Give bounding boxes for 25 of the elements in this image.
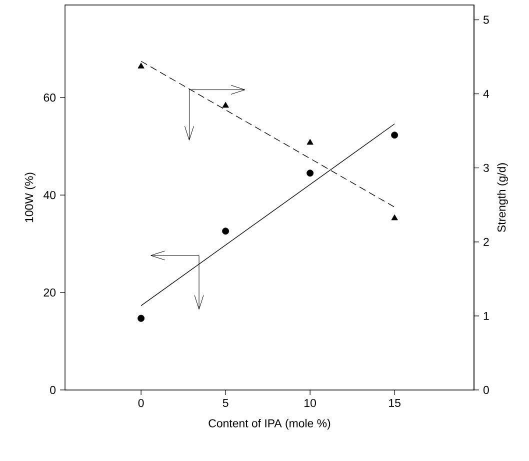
y2-axis-title: Strength (g/d) (497, 163, 508, 232)
x-tick-label: 0 (138, 398, 144, 408)
y2-tick-label: 5 (483, 16, 489, 24)
point (222, 102, 229, 108)
y-tick-label: 60 (44, 94, 56, 102)
point (391, 132, 398, 139)
point (138, 314, 145, 322)
x-axis-title: Content of IPA (mole %) (208, 418, 330, 430)
y-tick-label: 20 (44, 288, 56, 297)
x-tick-label: 15 (389, 398, 400, 407)
point (138, 62, 144, 68)
y2-tick-label: 3 (483, 164, 489, 172)
x-tick-label: 5 (222, 398, 228, 407)
x-tick-label: 10 (304, 398, 316, 408)
y-tick-label: 40 (44, 190, 56, 200)
point (306, 170, 314, 177)
point (306, 138, 314, 145)
y2-tick-label: 2 (484, 238, 489, 246)
y2-tick-label: 4 (483, 90, 490, 98)
y-axis-title: 100W (%) (24, 172, 36, 222)
y2-tick-label: 0 (483, 386, 489, 394)
point (391, 214, 398, 220)
point (222, 228, 230, 235)
y-tick-label: 0 (50, 386, 56, 394)
y2-tick-label: 1 (484, 312, 489, 320)
